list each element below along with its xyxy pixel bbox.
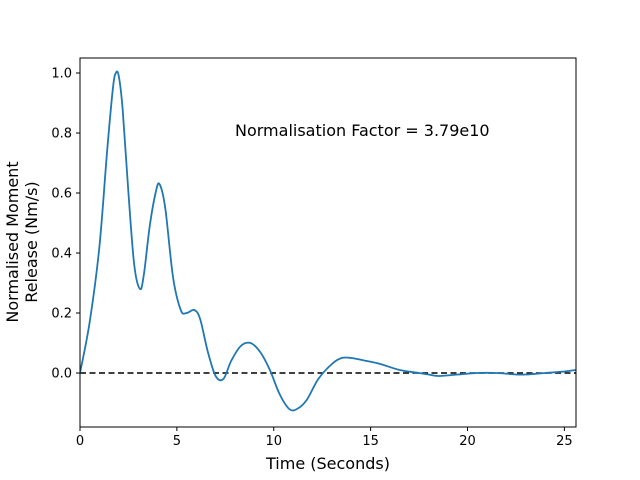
axis-ticks: 0 5 10 15 20 25 0.0 0.2 0.4 0.6 0.8 1.0 <box>51 67 572 450</box>
x-tick-label: 5 <box>173 434 181 449</box>
y-tick-label: 0.8 <box>51 127 72 142</box>
x-tick-label: 20 <box>459 434 476 449</box>
x-tick-label: 25 <box>556 434 573 449</box>
y-tick-label: 0.4 <box>51 247 72 262</box>
y-axis-label-line-2: Release (Nm/s) <box>22 181 41 302</box>
normalisation-factor-annotation: Normalisation Factor = 3.79e10 <box>235 121 490 140</box>
y-tick-label: 0.0 <box>51 367 72 382</box>
y-tick-label: 0.6 <box>51 187 72 202</box>
y-tick-label: 0.2 <box>51 307 72 322</box>
y-axis-label-line-1: Normalised Moment <box>3 161 22 322</box>
x-axis-label: Time (Seconds) <box>265 454 390 473</box>
x-tick-label: 10 <box>265 434 282 449</box>
axes-frame <box>79 57 577 428</box>
series-line-0 <box>80 70 576 412</box>
x-tick-label: 15 <box>362 434 379 449</box>
y-tick-label: 1.0 <box>51 67 72 82</box>
x-tick-label: 0 <box>76 434 84 449</box>
plot-area <box>79 57 577 428</box>
